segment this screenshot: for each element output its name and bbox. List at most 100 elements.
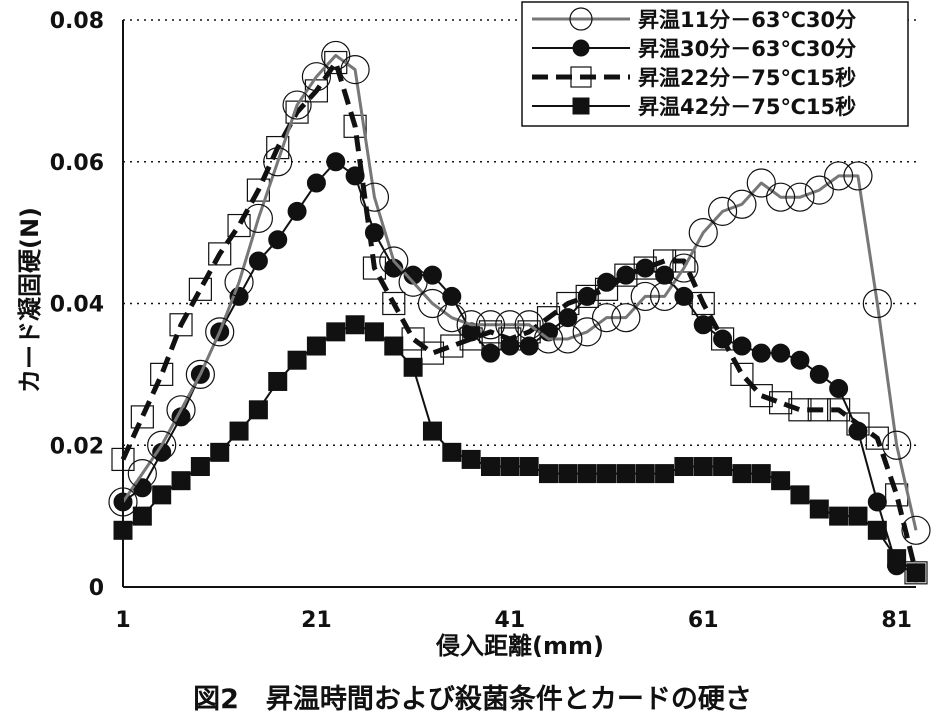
data-point — [846, 412, 870, 436]
data-point — [577, 464, 597, 484]
data-point — [533, 324, 564, 354]
data-point — [459, 327, 483, 351]
data-point — [732, 336, 752, 356]
data-point — [205, 317, 235, 347]
data-point — [616, 464, 636, 484]
data-point — [398, 267, 428, 297]
data-point — [475, 310, 506, 340]
figure-caption: 図2 昇温時間および殺菌条件とカードの硬さ — [193, 684, 752, 715]
data-point — [152, 485, 172, 505]
legend-label: 昇温30分－63℃30分 — [638, 37, 856, 61]
data-point — [649, 281, 680, 312]
data-point — [306, 336, 326, 356]
data-point — [130, 405, 154, 429]
data-point — [887, 556, 907, 576]
data-point — [693, 457, 713, 477]
legend-marker — [572, 39, 590, 57]
y-tick-label: 0.08 — [50, 9, 104, 34]
legend-marker — [570, 66, 592, 88]
data-point — [790, 485, 810, 505]
legend-label: 昇温11分－63℃30分 — [638, 8, 856, 32]
data-point — [536, 306, 561, 330]
data-point — [807, 398, 831, 422]
x-tick-label: 21 — [301, 608, 332, 633]
data-point — [655, 464, 675, 484]
data-point — [788, 398, 812, 422]
y-tick-label: 0.04 — [50, 293, 104, 318]
data-point — [340, 55, 370, 85]
legend-label: 昇温22分－75℃15秒 — [638, 66, 856, 90]
data-point — [169, 313, 193, 337]
data-point — [751, 343, 771, 363]
data-point — [882, 430, 912, 460]
data-point — [558, 308, 578, 328]
tick-labels: 0 0.02 0.04 0.06 0.08 1 21 41 61 81 — [50, 9, 912, 633]
legend: 昇温11分－63℃30分昇温30分－63℃30分昇温22分－75℃15秒昇温42… — [521, 1, 909, 127]
x-tick-label: 81 — [881, 608, 912, 633]
data-point — [420, 341, 445, 365]
data-point — [672, 249, 696, 273]
data-point — [306, 173, 326, 193]
data-point — [227, 213, 251, 238]
data-point — [147, 430, 177, 460]
data-point — [461, 449, 481, 469]
data-point — [539, 464, 559, 484]
data-point — [282, 90, 312, 120]
data-point — [480, 343, 500, 363]
data-point — [185, 359, 215, 389]
data-point — [710, 327, 735, 351]
data-point — [751, 464, 771, 484]
data-point — [379, 246, 409, 276]
legend-label: 昇温42分－75℃15秒 — [638, 95, 856, 119]
data-point — [901, 515, 931, 545]
legend-marker — [572, 97, 590, 115]
data-point — [268, 371, 288, 391]
data-point — [655, 265, 675, 285]
data-point — [210, 442, 230, 462]
data-point — [229, 421, 249, 441]
series-line — [121, 53, 918, 531]
data-point — [417, 288, 448, 319]
y-tick-label: 0 — [89, 576, 104, 601]
data-point — [829, 506, 849, 526]
data-point — [480, 457, 500, 477]
data-point — [401, 327, 425, 351]
data-point — [359, 182, 390, 212]
y-tick-label: 0.06 — [50, 151, 104, 176]
data-point — [171, 471, 191, 491]
data-point — [326, 152, 346, 172]
data-point — [498, 327, 522, 351]
data-point — [669, 253, 699, 283]
data-point — [848, 506, 868, 526]
data-point — [707, 196, 738, 226]
data-point — [827, 398, 851, 422]
data-point — [301, 62, 332, 92]
data-point — [556, 291, 580, 316]
data-point — [553, 324, 583, 354]
x-axis-title: 侵入距離(mm) — [435, 632, 604, 660]
data-point — [572, 317, 602, 347]
data-point — [749, 384, 773, 408]
data-point — [633, 256, 657, 280]
data-point — [630, 281, 660, 312]
data-point — [440, 334, 464, 358]
data-point — [321, 40, 351, 71]
x-tick-label: 61 — [688, 608, 719, 633]
y-tick-label: 0.02 — [50, 434, 104, 459]
data-point — [208, 242, 232, 266]
data-point — [766, 182, 796, 212]
data-point — [500, 457, 520, 477]
data-point — [824, 161, 854, 191]
data-point — [558, 464, 578, 484]
data-point — [263, 147, 293, 177]
data-point — [287, 350, 307, 370]
data-point — [150, 362, 174, 386]
data-point — [127, 459, 157, 489]
data-point — [166, 395, 196, 425]
data-point — [243, 203, 273, 234]
data-point — [422, 421, 442, 441]
data-point — [519, 336, 539, 356]
data-point — [727, 189, 757, 219]
data-point — [746, 168, 776, 198]
series — [111, 50, 928, 585]
